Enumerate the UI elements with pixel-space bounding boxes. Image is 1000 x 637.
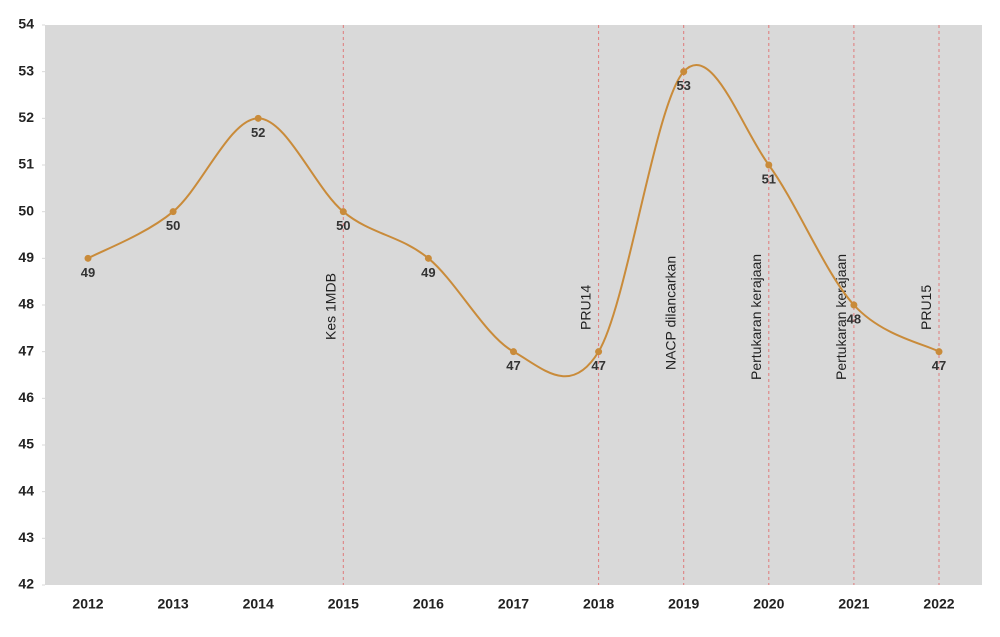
x-tick-label: 2017: [498, 596, 529, 612]
annotation-text: Pertukaran kerajaan: [748, 254, 764, 380]
y-tick-label: 46: [18, 389, 34, 405]
x-tick-label: 2022: [923, 596, 954, 612]
point: [339, 208, 347, 216]
point: [935, 348, 943, 356]
annotation-text: NACP dilancarkan: [663, 256, 679, 370]
annotation-text: Kes 1MDB: [322, 273, 338, 340]
data-label: 49: [421, 265, 435, 280]
annotation-text: Pertukaran kerajaan: [833, 254, 849, 380]
point: [424, 254, 432, 262]
x-tick-label: 2015: [328, 596, 359, 612]
point: [595, 348, 603, 356]
data-label: 50: [336, 218, 350, 233]
data-label: 49: [81, 265, 95, 280]
annotation-text: PRU15: [918, 285, 934, 330]
y-tick-label: 49: [18, 249, 34, 265]
x-tick-label: 2012: [72, 596, 103, 612]
x-tick-label: 2013: [158, 596, 189, 612]
line: [87, 64, 940, 378]
y-tick-label: 50: [18, 202, 34, 218]
data-label: 48: [847, 311, 861, 326]
data-label: 53: [676, 78, 690, 93]
x-tick-label: 2021: [838, 596, 869, 612]
y-tick-label: 54: [18, 16, 34, 32]
point: [510, 348, 517, 356]
point: [680, 68, 688, 76]
point: [84, 254, 92, 262]
point: [169, 208, 177, 216]
y-tick-label: 45: [18, 436, 34, 452]
data-label: 51: [762, 171, 776, 186]
y-tick-label: 43: [18, 529, 34, 545]
data-label: 47: [591, 358, 605, 373]
data-label: 47: [932, 358, 946, 373]
data-label: 50: [166, 218, 180, 233]
x-tick-label: 2019: [668, 596, 699, 612]
x-tick-label: 2018: [583, 596, 614, 612]
y-tick-label: 47: [18, 342, 34, 358]
data-label: 47: [506, 358, 520, 373]
x-tick-label: 2014: [243, 596, 274, 612]
y-tick-label: 52: [18, 109, 34, 125]
y-tick-label: 42: [18, 576, 34, 592]
x-tick-label: 2016: [413, 596, 444, 612]
point: [765, 161, 773, 169]
data-label: 52: [251, 125, 265, 140]
y-tick-label: 48: [18, 296, 34, 312]
point: [254, 114, 262, 122]
y-tick-label: 53: [18, 62, 34, 78]
plot-area: [45, 25, 982, 585]
x-tick-label: 2020: [753, 596, 784, 612]
y-tick-label: 51: [18, 156, 34, 172]
point: [850, 301, 858, 309]
annotation-text: PRU14: [578, 285, 594, 330]
y-tick-label: 44: [18, 482, 34, 498]
